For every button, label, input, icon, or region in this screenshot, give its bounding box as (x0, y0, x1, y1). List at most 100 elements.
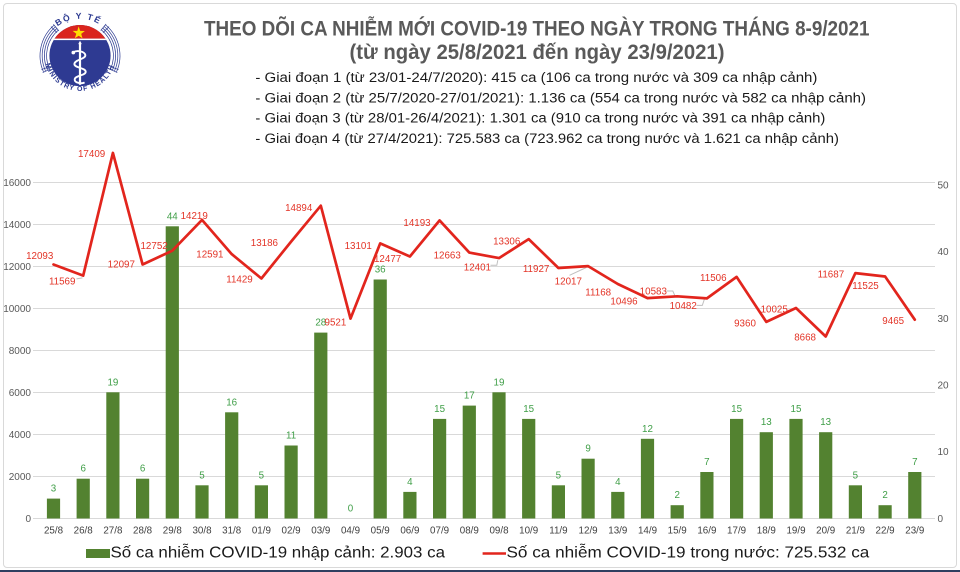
svg-text:11: 11 (286, 431, 296, 442)
svg-text:10/9: 10/9 (519, 526, 538, 537)
svg-text:6000: 6000 (9, 388, 32, 399)
svg-text:10496: 10496 (610, 296, 638, 307)
svg-text:3: 3 (51, 484, 57, 495)
svg-text:14193: 14193 (403, 218, 431, 229)
svg-text:28/8: 28/8 (133, 526, 153, 537)
svg-text:28: 28 (315, 318, 326, 329)
svg-text:10: 10 (938, 447, 950, 458)
svg-text:05/9: 05/9 (371, 526, 390, 537)
svg-text:13: 13 (820, 417, 831, 428)
svg-text:29/8: 29/8 (163, 526, 183, 537)
svg-text:04/9: 04/9 (341, 526, 360, 537)
svg-text:08/9: 08/9 (460, 526, 479, 537)
svg-text:10000: 10000 (3, 304, 31, 315)
svg-text:17409: 17409 (78, 149, 105, 160)
svg-text:40: 40 (938, 247, 950, 258)
svg-text:02/9: 02/9 (282, 526, 301, 537)
svg-text:13: 13 (761, 417, 772, 428)
svg-text:16: 16 (226, 397, 237, 408)
svg-text:19/9: 19/9 (786, 526, 805, 537)
svg-text:5: 5 (199, 470, 205, 481)
svg-text:15/9: 15/9 (668, 526, 687, 537)
svg-text:15: 15 (731, 404, 742, 415)
svg-text:31/8: 31/8 (222, 526, 242, 537)
svg-text:30/8: 30/8 (192, 526, 212, 537)
svg-text:12017: 12017 (555, 277, 582, 288)
svg-text:18/9: 18/9 (757, 526, 776, 537)
svg-text:12752: 12752 (140, 241, 167, 252)
svg-text:26/8: 26/8 (74, 526, 94, 537)
svg-text:2: 2 (882, 490, 887, 501)
svg-text:50: 50 (938, 180, 950, 191)
svg-text:12663: 12663 (434, 251, 462, 262)
svg-text:2: 2 (674, 490, 679, 501)
svg-text:13101: 13101 (345, 241, 372, 252)
svg-text:Số ca nhiễm COVID-19 nhập cảnh: Số ca nhiễm COVID-19 nhập cảnh: 2.903 ca (111, 543, 446, 562)
svg-text:12000: 12000 (3, 262, 31, 273)
svg-text:11/9: 11/9 (549, 526, 567, 537)
svg-text:7: 7 (912, 457, 917, 468)
svg-text:06/9: 06/9 (400, 526, 419, 537)
svg-text:11687: 11687 (818, 269, 845, 280)
svg-text:0: 0 (25, 514, 31, 525)
svg-text:14219: 14219 (181, 211, 208, 222)
svg-text:Số ca nhiễm COVID-19 trong nướ: Số ca nhiễm COVID-19 trong nước: 725.532… (507, 543, 870, 562)
svg-text:36: 36 (375, 265, 386, 276)
svg-text:13186: 13186 (251, 238, 279, 249)
svg-text:9465: 9465 (882, 316, 904, 327)
svg-text:- Giai đoạn 4 (từ 27/4/2021):: - Giai đoạn 4 (từ 27/4/2021): 725.583 ca… (255, 131, 839, 147)
svg-text:17: 17 (464, 391, 475, 402)
svg-text:11927: 11927 (523, 264, 550, 275)
svg-text:14000: 14000 (3, 220, 31, 231)
svg-text:14894: 14894 (285, 203, 313, 214)
svg-text:12591: 12591 (196, 249, 223, 260)
svg-text:6: 6 (140, 464, 146, 475)
svg-text:THEO DÕI CA NHIỄM MỚI COVID-19: THEO DÕI CA NHIỄM MỚI COVID-19 THEO NGÀY… (204, 15, 870, 41)
svg-text:0: 0 (938, 514, 944, 525)
svg-text:8000: 8000 (9, 346, 32, 357)
svg-text:12/9: 12/9 (579, 526, 598, 537)
svg-text:- Giai đoạn 2 (từ 25/7/2020-27: - Giai đoạn 2 (từ 25/7/2020-27/01/2021):… (255, 90, 866, 106)
svg-text:07/9: 07/9 (430, 526, 449, 537)
svg-text:27/8: 27/8 (103, 526, 123, 537)
svg-text:10482: 10482 (670, 301, 697, 312)
svg-text:14/9: 14/9 (638, 526, 657, 537)
svg-text:21/9: 21/9 (846, 526, 865, 537)
svg-text:5: 5 (853, 470, 859, 481)
svg-text:4: 4 (615, 477, 621, 488)
svg-text:11525: 11525 (852, 281, 879, 292)
svg-text:12: 12 (642, 424, 653, 435)
svg-text:8668: 8668 (794, 333, 816, 344)
svg-text:9: 9 (585, 444, 590, 455)
svg-text:6: 6 (80, 464, 86, 475)
svg-text:9360: 9360 (734, 318, 756, 329)
svg-text:03/9: 03/9 (311, 526, 330, 537)
svg-text:5: 5 (259, 470, 265, 481)
svg-text:19: 19 (107, 377, 118, 388)
svg-text:20/9: 20/9 (816, 526, 835, 537)
svg-text:11429: 11429 (226, 275, 253, 286)
svg-text:25/8: 25/8 (44, 526, 64, 537)
svg-text:4000: 4000 (9, 430, 32, 441)
svg-text:13306: 13306 (493, 236, 521, 247)
svg-text:15: 15 (791, 404, 802, 415)
svg-text:20: 20 (938, 381, 950, 392)
svg-text:- Giai đoạn 3 (từ 28/01-26/4/2: - Giai đoạn 3 (từ 28/01-26/4/2021): 1.30… (255, 111, 825, 127)
svg-text:0: 0 (348, 504, 354, 515)
svg-text:- Giai đoạn 1 (từ 23/01-24/7/2: - Giai đoạn 1 (từ 23/01-24/7/2020): 415 … (255, 70, 817, 86)
svg-text:23/9: 23/9 (905, 526, 924, 537)
svg-text:19: 19 (494, 377, 505, 388)
svg-text:13/9: 13/9 (608, 526, 627, 537)
svg-text:9521: 9521 (325, 317, 347, 328)
svg-text:2000: 2000 (9, 472, 32, 483)
svg-text:(từ ngày 25/8/2021 đến ngày 23: (từ ngày 25/8/2021 đến ngày 23/9/2021) (350, 40, 725, 64)
svg-text:12477: 12477 (374, 254, 401, 265)
svg-text:16/9: 16/9 (697, 526, 716, 537)
svg-text:15: 15 (434, 404, 445, 415)
svg-text:01/9: 01/9 (252, 526, 271, 537)
svg-text:09/8: 09/8 (489, 526, 509, 537)
svg-text:11569: 11569 (49, 276, 76, 287)
svg-text:5: 5 (556, 470, 562, 481)
svg-text:7: 7 (704, 457, 709, 468)
svg-text:10025: 10025 (761, 305, 789, 316)
